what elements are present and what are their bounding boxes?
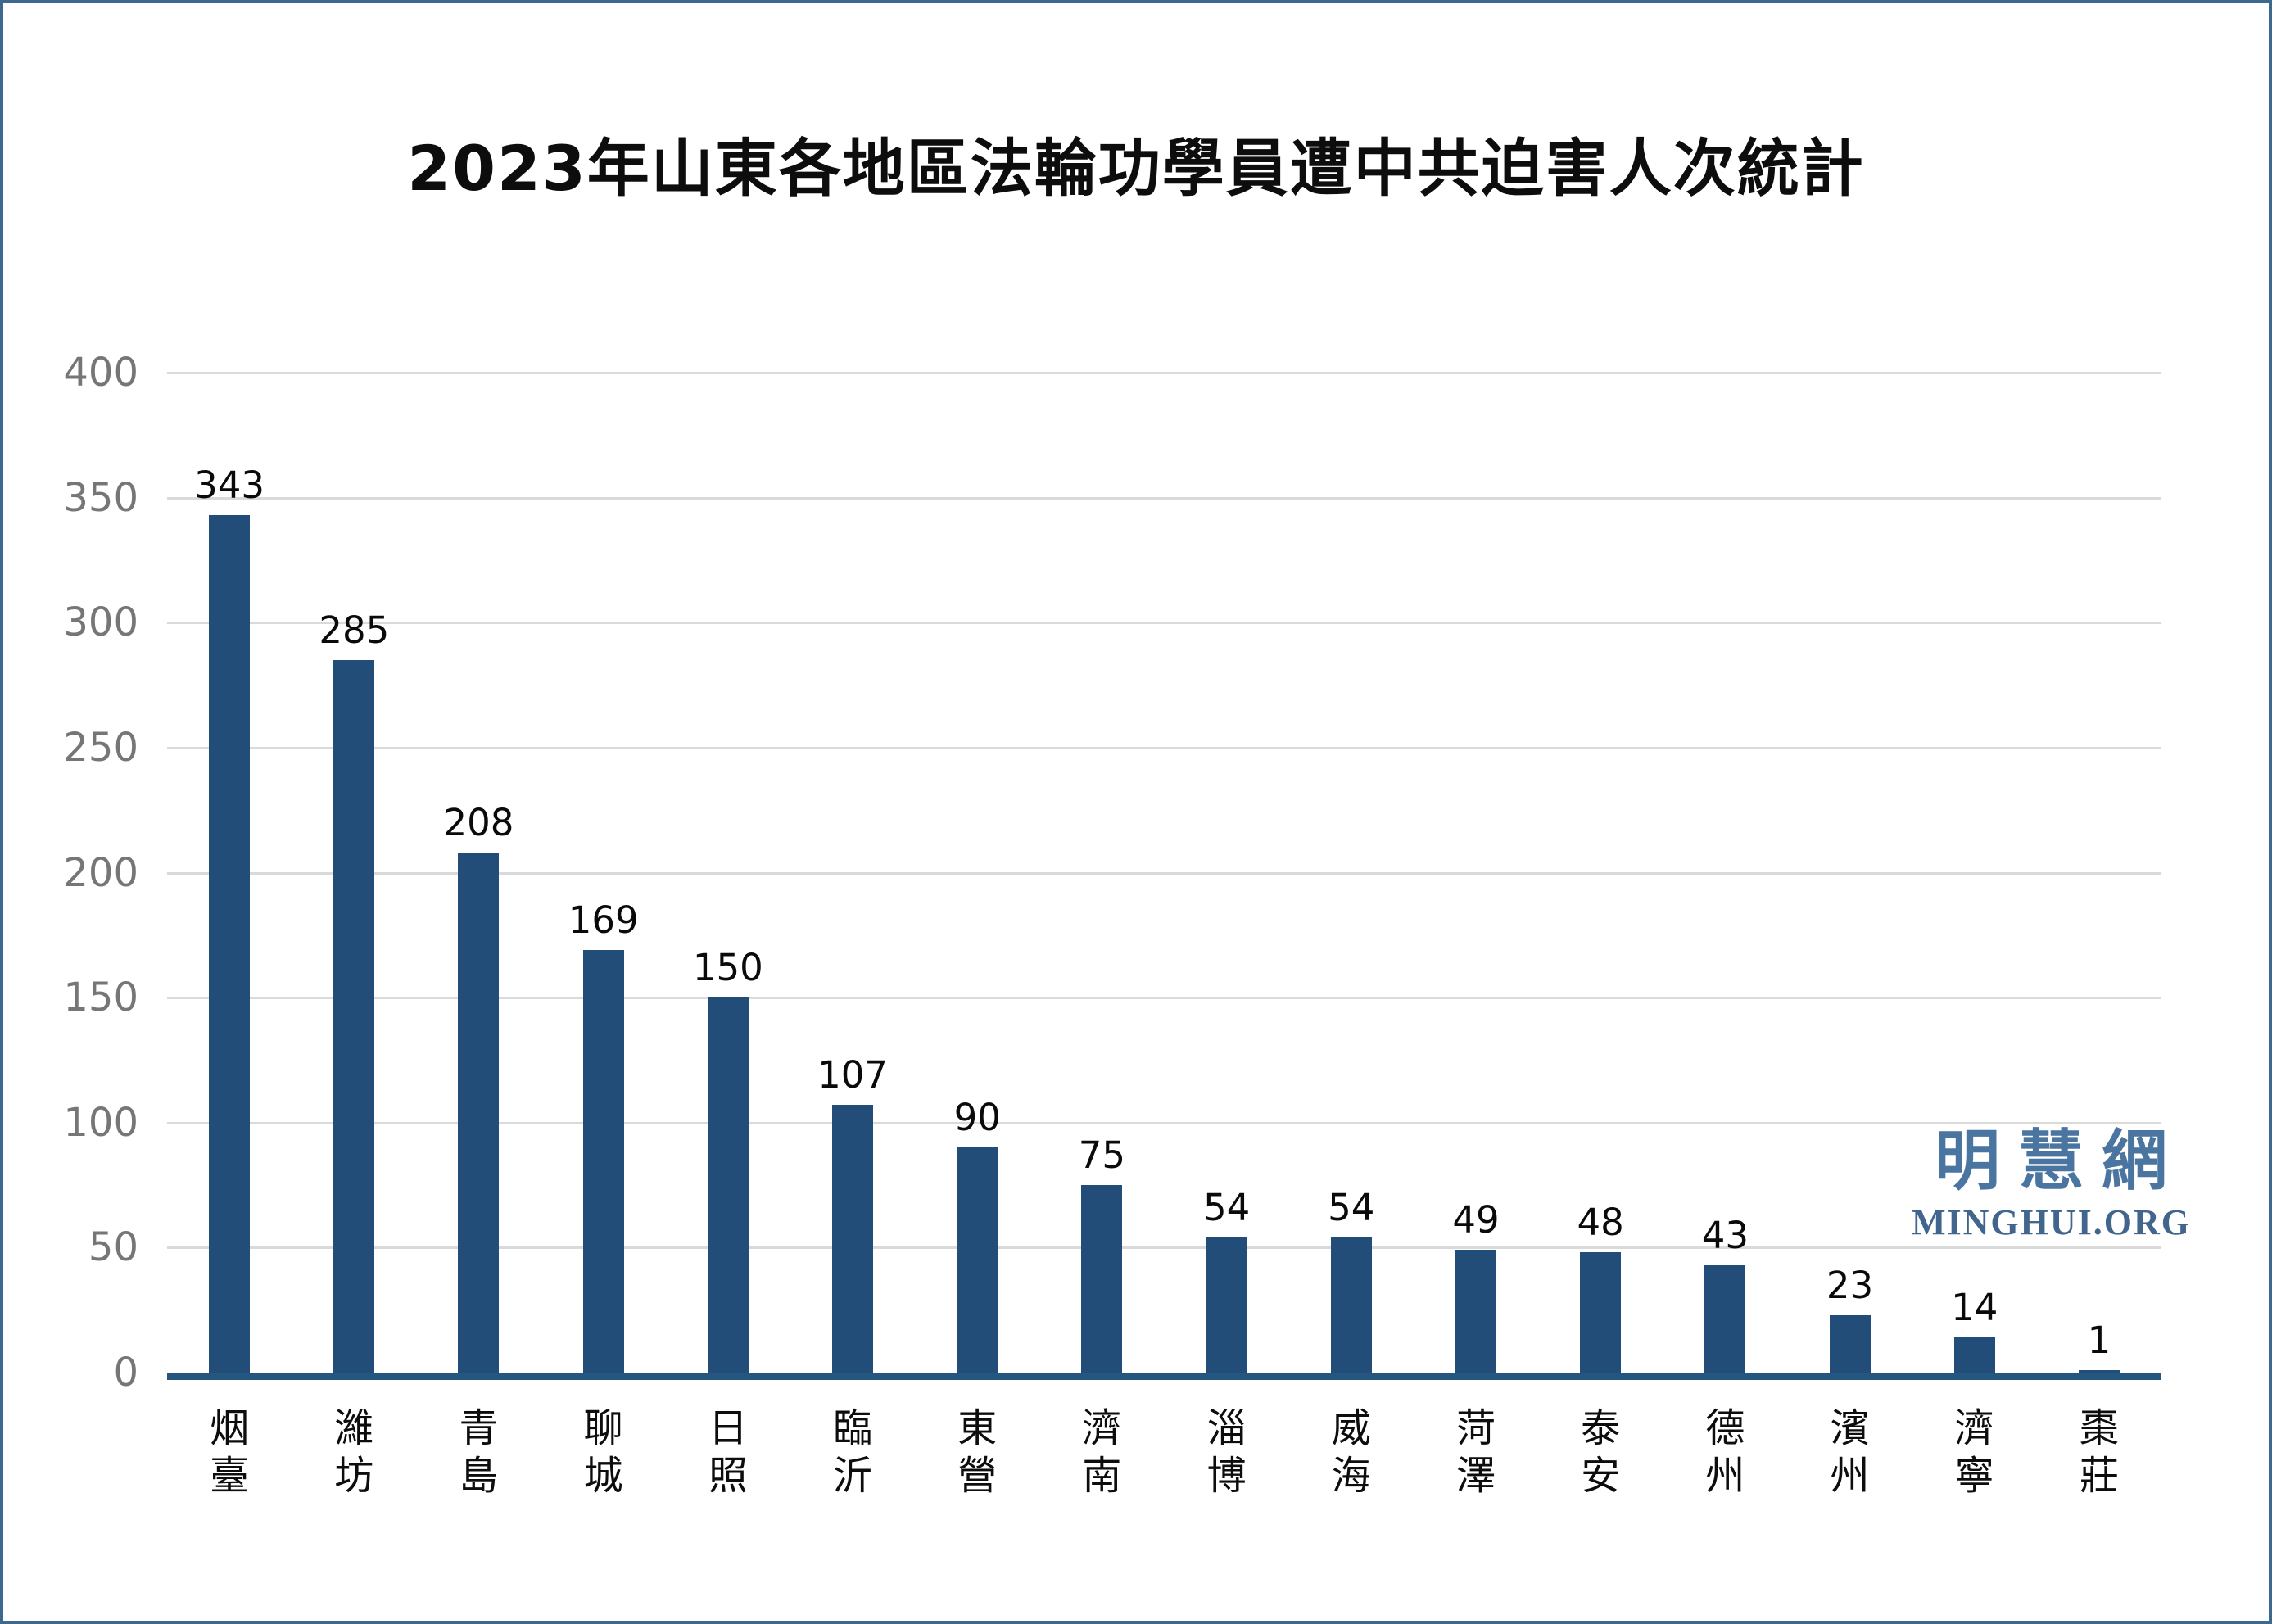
bar — [957, 1147, 998, 1373]
bar — [707, 997, 749, 1373]
bar-value-label: 14 — [1951, 1286, 1998, 1330]
bar-value-label: 285 — [319, 608, 390, 653]
bar-value-label: 169 — [568, 898, 639, 943]
bar-value-label: 208 — [443, 801, 514, 845]
y-axis-tick-label: 400 — [63, 350, 138, 396]
bar — [1206, 1237, 1247, 1373]
bar-value-label: 49 — [1452, 1198, 1500, 1242]
y-axis-tick-label: 150 — [63, 975, 138, 1021]
x-axis-category-label: 濱州 — [1830, 1405, 1870, 1499]
gridline — [167, 746, 2161, 749]
watermark-chinese-logo: 明慧網 — [1935, 1123, 2185, 1199]
x-axis-category-label: 菏澤 — [1455, 1405, 1496, 1499]
bar-value-label: 107 — [817, 1053, 888, 1097]
x-axis-category-label: 臨沂 — [833, 1405, 873, 1499]
gridline — [167, 1246, 2161, 1250]
x-axis-category-label: 棗莊 — [2079, 1405, 2119, 1499]
bar — [1330, 1237, 1372, 1373]
chart-title: 2023年山東各地區法輪功學員遭中共迫害人次統計 — [407, 132, 1865, 205]
bar — [1829, 1314, 1871, 1373]
bar — [1704, 1264, 1746, 1373]
bar-value-label: 54 — [1202, 1186, 1251, 1230]
x-axis-category-label: 濟南 — [1082, 1405, 1122, 1499]
plot-area: 400 350 300 250 200 150 100 50 0 343 烟臺 285 濰坊 208 青島 1… — [63, 350, 2161, 1499]
x-axis-line — [167, 1373, 2161, 1380]
gridline — [167, 997, 2161, 1000]
y-axis-tick-label: 350 — [63, 474, 138, 521]
bar — [1953, 1337, 1995, 1373]
minghui-watermark: 明慧網 MINGHUI.ORG — [1912, 1124, 2190, 1243]
bar-value-label: 48 — [1577, 1201, 1624, 1245]
bar-value-label: 75 — [1078, 1133, 1126, 1178]
y-axis-tick-label: 250 — [63, 724, 138, 771]
gridline — [167, 496, 2161, 500]
y-axis-tick-label: 0 — [113, 1350, 138, 1396]
x-axis-category-label: 濟寧 — [1954, 1405, 1994, 1499]
y-axis-tick-label: 100 — [63, 1099, 138, 1146]
bar-value-label: 150 — [692, 946, 763, 990]
bar-value-label: 23 — [1826, 1263, 1874, 1307]
gridline — [167, 372, 2161, 374]
bar — [2078, 1369, 2120, 1373]
bar — [582, 950, 624, 1373]
x-axis-category-label: 濰坊 — [334, 1405, 374, 1499]
bar — [458, 853, 500, 1373]
x-axis-category-label: 日照 — [708, 1405, 748, 1499]
bar-value-label: 343 — [194, 463, 265, 507]
bar — [832, 1105, 874, 1373]
gridline — [167, 871, 2161, 875]
x-axis-category-label: 泰安 — [1581, 1405, 1621, 1499]
x-axis-category-label: 淄博 — [1206, 1405, 1247, 1499]
bar-value-label: 54 — [1328, 1186, 1375, 1230]
bar-value-label: 43 — [1701, 1213, 1749, 1257]
x-axis-category-label: 東營 — [957, 1405, 998, 1499]
x-axis-category-label: 青島 — [459, 1405, 499, 1499]
bar — [1455, 1250, 1496, 1373]
y-axis-tick-label: 300 — [63, 599, 138, 646]
x-axis-category-label: 烟臺 — [210, 1405, 250, 1499]
y-axis-tick-label: 50 — [88, 1224, 138, 1271]
bar-value-label: 90 — [953, 1096, 1001, 1140]
gridline — [167, 622, 2161, 625]
x-axis-category-label: 德州 — [1705, 1405, 1745, 1499]
gridline — [167, 1121, 2161, 1124]
bar — [1580, 1252, 1622, 1373]
bar — [333, 660, 375, 1373]
bar-value-label: 1 — [2087, 1318, 2111, 1362]
x-axis-category-label: 聊城 — [583, 1405, 623, 1499]
x-axis-category-label: 威海 — [1331, 1405, 1371, 1499]
watermark-domain-text: MINGHUI.ORG — [1912, 1202, 2191, 1242]
bar — [209, 514, 251, 1373]
bar — [1081, 1185, 1123, 1373]
y-axis-tick-label: 200 — [63, 849, 138, 896]
